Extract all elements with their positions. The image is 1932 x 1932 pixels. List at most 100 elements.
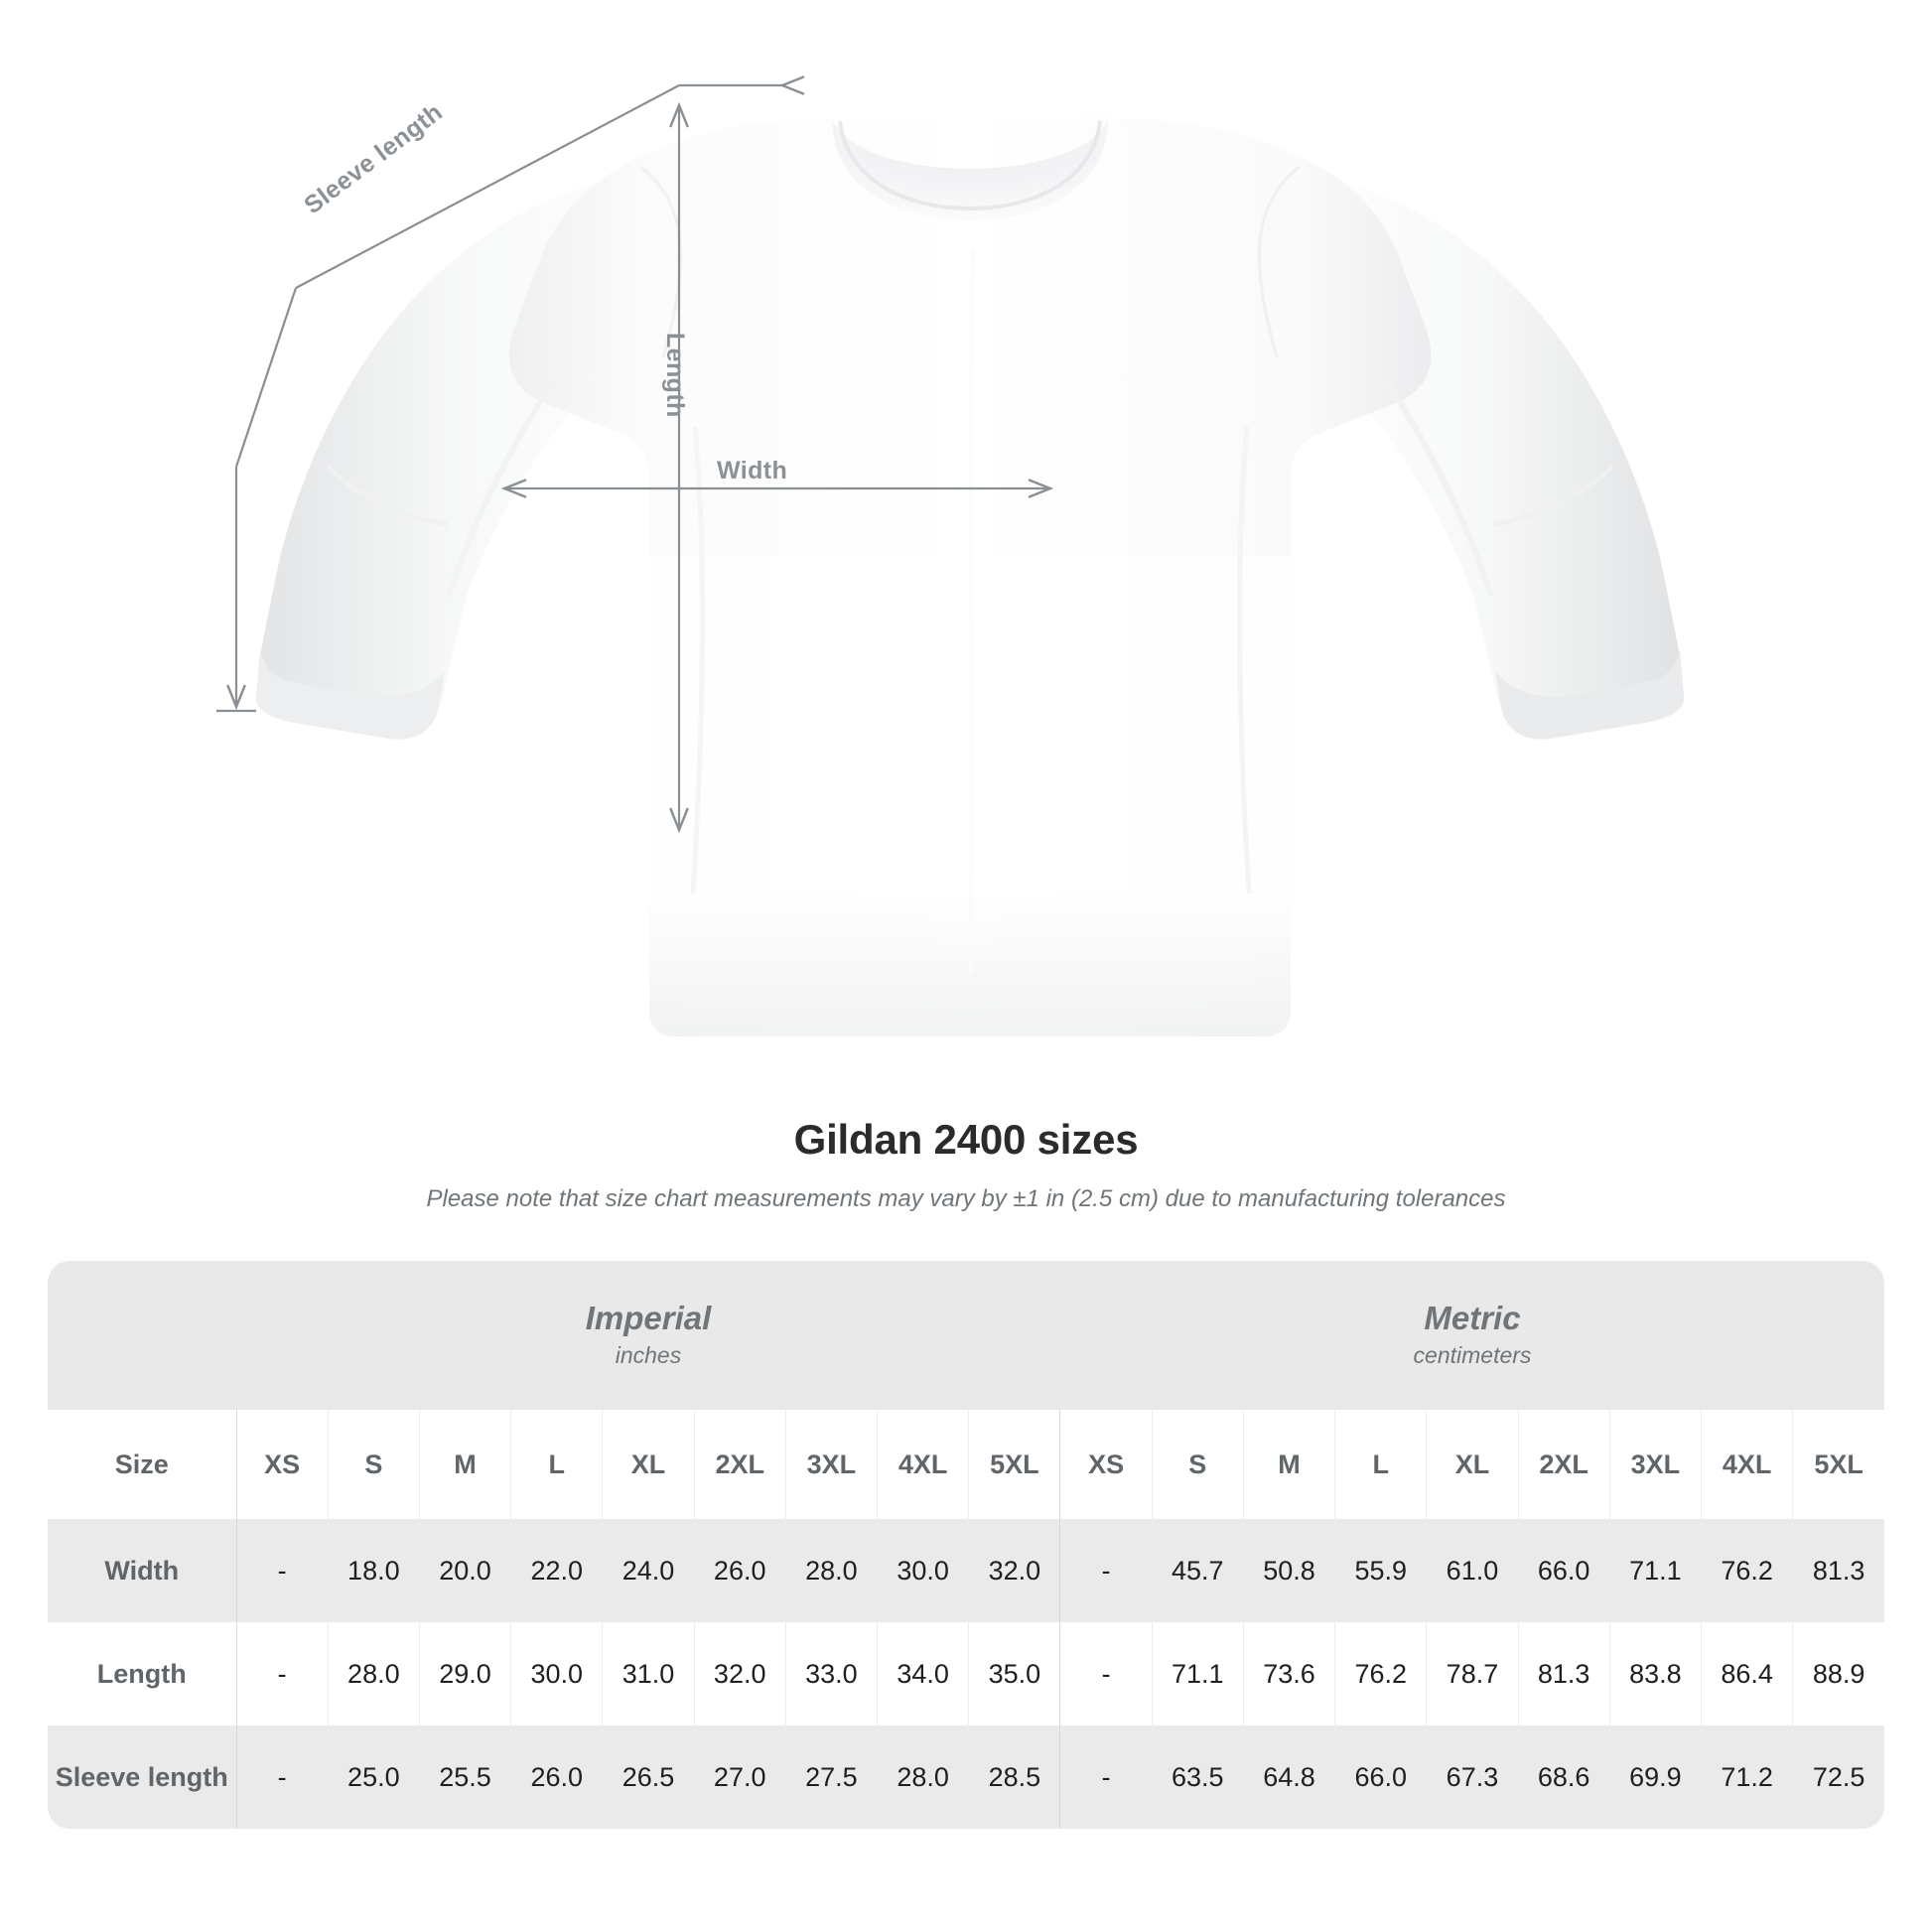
table-header-row: Size XS S M L XL 2XL 3XL 4XL 5XL XS S M L XL 2XL 3XL 4XL 5… [48, 1410, 1884, 1519]
cell-sleeve-length-metric-5XL: 72.5 [1792, 1725, 1884, 1829]
unit-header-imperial: Imperial inches [236, 1261, 1060, 1410]
page-subtitle: Please note that size chart measurements… [426, 1185, 1506, 1212]
size-header-imperial-4XL: 4XL [877, 1410, 969, 1519]
cell-sleeve-length-imperial-5XL: 28.5 [968, 1725, 1060, 1829]
cell-sleeve-length-imperial-S: 25.0 [327, 1725, 420, 1829]
cell-width-imperial-XS: - [235, 1519, 329, 1622]
cell-width-imperial-3XL: 28.0 [784, 1519, 878, 1622]
cell-length-imperial-XS: - [235, 1622, 329, 1725]
cell-sleeve-length-imperial-4XL: 28.0 [877, 1725, 969, 1829]
cell-sleeve-length-metric-2XL: 68.6 [1517, 1725, 1610, 1829]
unit-name: Imperial [585, 1300, 712, 1337]
cell-length-metric-3XL: 83.8 [1608, 1622, 1702, 1725]
size-header-imperial-L: L [510, 1410, 603, 1519]
table-row: Length -28.0 29.0 30.0 31.0 32.0 33.0 34.0 35.0-… [48, 1622, 1884, 1725]
size-header-metric-M: M [1242, 1410, 1335, 1519]
cell-sleeve-length-metric-XS: - [1059, 1725, 1153, 1829]
garment-illustration: Sleeve length Length Width [216, 75, 1685, 1036]
row-label-sleeve-length: Sleeve length [48, 1725, 236, 1829]
size-table-wrap: Imperial inches Metric centimeters Size XS S M L… [48, 1261, 1884, 1829]
size-header-imperial-S: S [327, 1410, 420, 1519]
page-title: Gildan 2400 sizes [793, 1116, 1139, 1163]
cell-sleeve-length-imperial-XS: - [235, 1725, 329, 1829]
cell-sleeve-length-metric-XL: 67.3 [1426, 1725, 1519, 1829]
unit-banner-row: Imperial inches Metric centimeters [48, 1261, 1884, 1410]
cell-length-metric-5XL: 88.9 [1792, 1622, 1884, 1725]
size-header-metric-2XL: 2XL [1517, 1410, 1610, 1519]
unit-name: Metric [1424, 1300, 1521, 1337]
size-header-imperial-M: M [418, 1410, 511, 1519]
cell-length-imperial-4XL: 34.0 [877, 1622, 969, 1725]
cell-length-metric-S: 71.1 [1151, 1622, 1244, 1725]
size-corner-header: Size [48, 1410, 236, 1519]
cell-width-imperial-L: 22.0 [510, 1519, 603, 1622]
cell-sleeve-length-metric-3XL: 69.9 [1608, 1725, 1702, 1829]
size-header-metric-3XL: 3XL [1608, 1410, 1702, 1519]
cell-sleeve-length-metric-S: 63.5 [1151, 1725, 1244, 1829]
unit-banner-spacer [48, 1261, 236, 1410]
cell-width-metric-S: 45.7 [1151, 1519, 1244, 1622]
size-header-imperial-5XL: 5XL [968, 1410, 1060, 1519]
cell-length-metric-XL: 78.7 [1426, 1622, 1519, 1725]
cell-length-metric-2XL: 81.3 [1517, 1622, 1610, 1725]
sleeve-diagonal-lower [234, 287, 298, 468]
cell-length-imperial-L: 30.0 [510, 1622, 603, 1725]
cell-width-imperial-2XL: 26.0 [693, 1519, 786, 1622]
size-chart-table: Imperial inches Metric centimeters Size XS S M L… [48, 1261, 1884, 1829]
cell-length-metric-XS: - [1059, 1622, 1153, 1725]
row-label-width: Width [48, 1519, 236, 1622]
cell-width-metric-XL: 61.0 [1426, 1519, 1519, 1622]
cell-width-metric-2XL: 66.0 [1517, 1519, 1610, 1622]
cell-length-imperial-XL: 31.0 [602, 1622, 695, 1725]
cell-width-metric-4XL: 76.2 [1700, 1519, 1793, 1622]
row-label-length: Length [48, 1622, 236, 1725]
cell-length-imperial-5XL: 35.0 [968, 1622, 1060, 1725]
cell-width-imperial-XL: 24.0 [602, 1519, 695, 1622]
cell-length-imperial-3XL: 33.0 [784, 1622, 878, 1725]
length-label: Length [661, 333, 689, 418]
cell-width-metric-5XL: 81.3 [1792, 1519, 1884, 1622]
cell-sleeve-length-metric-M: 64.8 [1242, 1725, 1335, 1829]
table-row: Sleeve length -25.0 25.5 26.0 26.5 27.0 27.5 28… [48, 1725, 1884, 1829]
size-header-imperial-3XL: 3XL [784, 1410, 878, 1519]
cell-length-metric-4XL: 86.4 [1700, 1622, 1793, 1725]
unit-subtitle: inches [615, 1342, 682, 1369]
dimension-lines [216, 75, 1054, 834]
size-header-imperial-XS: XS [235, 1410, 329, 1519]
size-header-metric-L: L [1334, 1410, 1427, 1519]
cell-width-imperial-M: 20.0 [418, 1519, 511, 1622]
table-row: Width -18.0 20.0 22.0 24.0 26.0 28.0 30.0 32.0-4… [48, 1519, 1884, 1622]
cell-width-metric-XS: - [1059, 1519, 1153, 1622]
width-label: Width [717, 457, 788, 484]
cell-sleeve-length-metric-L: 66.0 [1334, 1725, 1427, 1829]
sleeve-diagonal-upper [295, 84, 680, 289]
cell-length-metric-M: 73.6 [1242, 1622, 1335, 1725]
cell-width-imperial-4XL: 30.0 [877, 1519, 969, 1622]
cell-width-metric-L: 55.9 [1334, 1519, 1427, 1622]
size-header-imperial-2XL: 2XL [693, 1410, 786, 1519]
unit-subtitle: centimeters [1413, 1342, 1532, 1369]
size-header-metric-S: S [1151, 1410, 1244, 1519]
cell-length-imperial-2XL: 32.0 [693, 1622, 786, 1725]
cell-width-metric-3XL: 71.1 [1608, 1519, 1702, 1622]
tshirt-artwork [255, 117, 1685, 1036]
tshirt-svg [216, 75, 1685, 1036]
cell-length-metric-L: 76.2 [1334, 1622, 1427, 1725]
unit-header-metric: Metric centimeters [1059, 1261, 1884, 1410]
size-header-metric-XS: XS [1059, 1410, 1153, 1519]
cell-sleeve-length-imperial-3XL: 27.5 [784, 1725, 878, 1829]
cell-sleeve-length-imperial-M: 25.5 [418, 1725, 511, 1829]
size-header-metric-5XL: 5XL [1792, 1410, 1884, 1519]
size-header-metric-XL: XL [1426, 1410, 1519, 1519]
cell-length-imperial-M: 29.0 [418, 1622, 511, 1725]
size-header-imperial-XL: XL [602, 1410, 695, 1519]
cell-sleeve-length-imperial-L: 26.0 [510, 1725, 603, 1829]
size-header-metric-4XL: 4XL [1700, 1410, 1793, 1519]
cell-sleeve-length-imperial-XL: 26.5 [602, 1725, 695, 1829]
cell-sleeve-length-imperial-2XL: 27.0 [693, 1725, 786, 1829]
title-block: Gildan 2400 sizes Please note that size … [0, 1116, 1932, 1213]
cell-width-metric-M: 50.8 [1242, 1519, 1335, 1622]
cell-sleeve-length-metric-4XL: 71.2 [1700, 1725, 1793, 1829]
cell-width-imperial-S: 18.0 [327, 1519, 420, 1622]
cell-length-imperial-S: 28.0 [327, 1622, 420, 1725]
